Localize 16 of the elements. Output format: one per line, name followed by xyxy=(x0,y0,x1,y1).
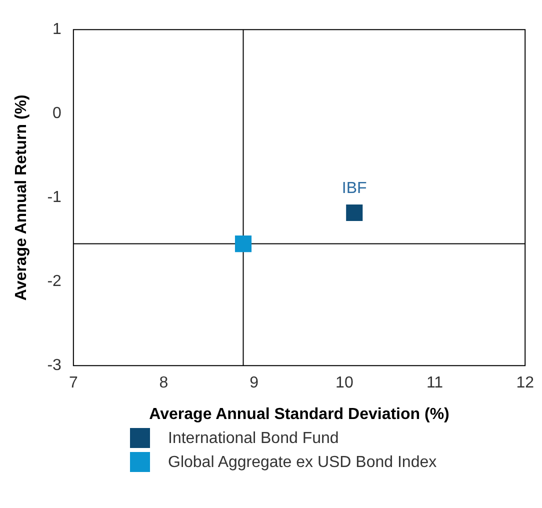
x-tick-label: 7 xyxy=(68,374,78,392)
y-axis-title: Average Annual Return (%) xyxy=(13,94,30,301)
x-axis-title: Average Annual Standard Deviation (%) xyxy=(149,406,450,423)
y-tick-label: 0 xyxy=(52,105,62,122)
y-tick-label: -3 xyxy=(47,357,62,374)
x-tick-label: 11 xyxy=(426,374,444,392)
x-tick-label: 8 xyxy=(159,374,168,392)
legend-label: International Bond Fund xyxy=(168,429,340,449)
y-tick-label: -2 xyxy=(47,273,62,290)
x-tick-label: 9 xyxy=(250,374,259,392)
legend-label: Global Aggregate ex USD Bond Index xyxy=(168,453,438,473)
annotation: IBF xyxy=(342,180,368,198)
y-tick-label: 1 xyxy=(52,21,62,38)
y-tick-label: -1 xyxy=(47,189,62,206)
x-tick-label: 12 xyxy=(516,374,534,392)
x-tick-label: 10 xyxy=(336,374,354,392)
